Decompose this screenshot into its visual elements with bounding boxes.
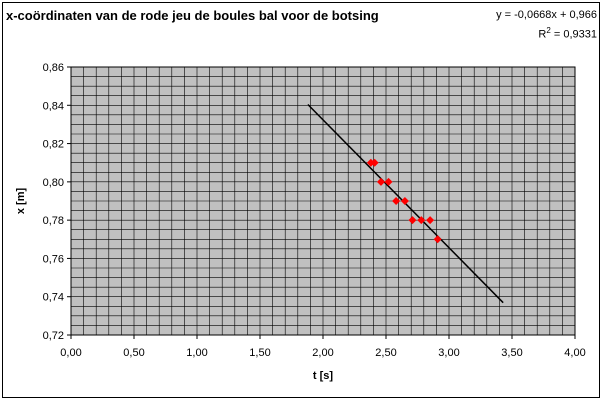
r-squared-exponent: 2 — [546, 26, 551, 35]
y-tick-label: 0,72 — [43, 330, 64, 342]
x-tick-label: 3,50 — [501, 347, 522, 359]
y-tick-label: 0,74 — [43, 292, 64, 304]
x-axis-label: t [s] — [313, 370, 334, 382]
data-point — [370, 158, 379, 167]
r-squared: R2 = 0,9331 — [496, 23, 597, 43]
data-point — [392, 197, 401, 205]
data-point — [426, 216, 435, 225]
x-tick-label: 0,00 — [60, 347, 81, 359]
chart-title: x-coördinaten van de rode jeu de boules … — [6, 8, 379, 23]
x-tick-label: 1,00 — [186, 347, 207, 359]
y-tick-label: 0,78 — [43, 215, 64, 227]
x-tick-label: 0,50 — [123, 347, 144, 359]
trendline-equation: y = -0,0668x + 0,966 — [496, 9, 597, 21]
x-tick-label: 2,00 — [312, 347, 333, 359]
data-point — [384, 177, 393, 186]
r-squared-value: = 0,9331 — [553, 28, 597, 41]
y-tick-label: 0,86 — [43, 62, 64, 74]
r-squared-label: R — [538, 28, 547, 41]
x-tick-label: 3,00 — [438, 347, 459, 359]
x-tick-label: 4,00 — [564, 347, 585, 359]
x-tick-label: 2,50 — [375, 347, 396, 359]
trendline-equation-box: y = -0,0668x + 0,966 R2 = 0,9331 — [496, 8, 597, 43]
y-tick-label: 0,84 — [43, 100, 64, 112]
y-tick-label: 0,82 — [43, 139, 64, 151]
data-point — [400, 197, 409, 205]
y-axis-label: x [m] — [15, 188, 27, 215]
data-point — [417, 216, 426, 225]
data-point — [433, 235, 442, 244]
y-tick-label: 0,80 — [43, 177, 64, 189]
y-tick-label: 0,76 — [43, 253, 64, 265]
data-point — [408, 216, 417, 225]
chart-frame — [2, 2, 600, 398]
data-point — [376, 177, 385, 186]
x-tick-label: 1,50 — [249, 347, 270, 359]
gridlines — [70, 66, 576, 336]
